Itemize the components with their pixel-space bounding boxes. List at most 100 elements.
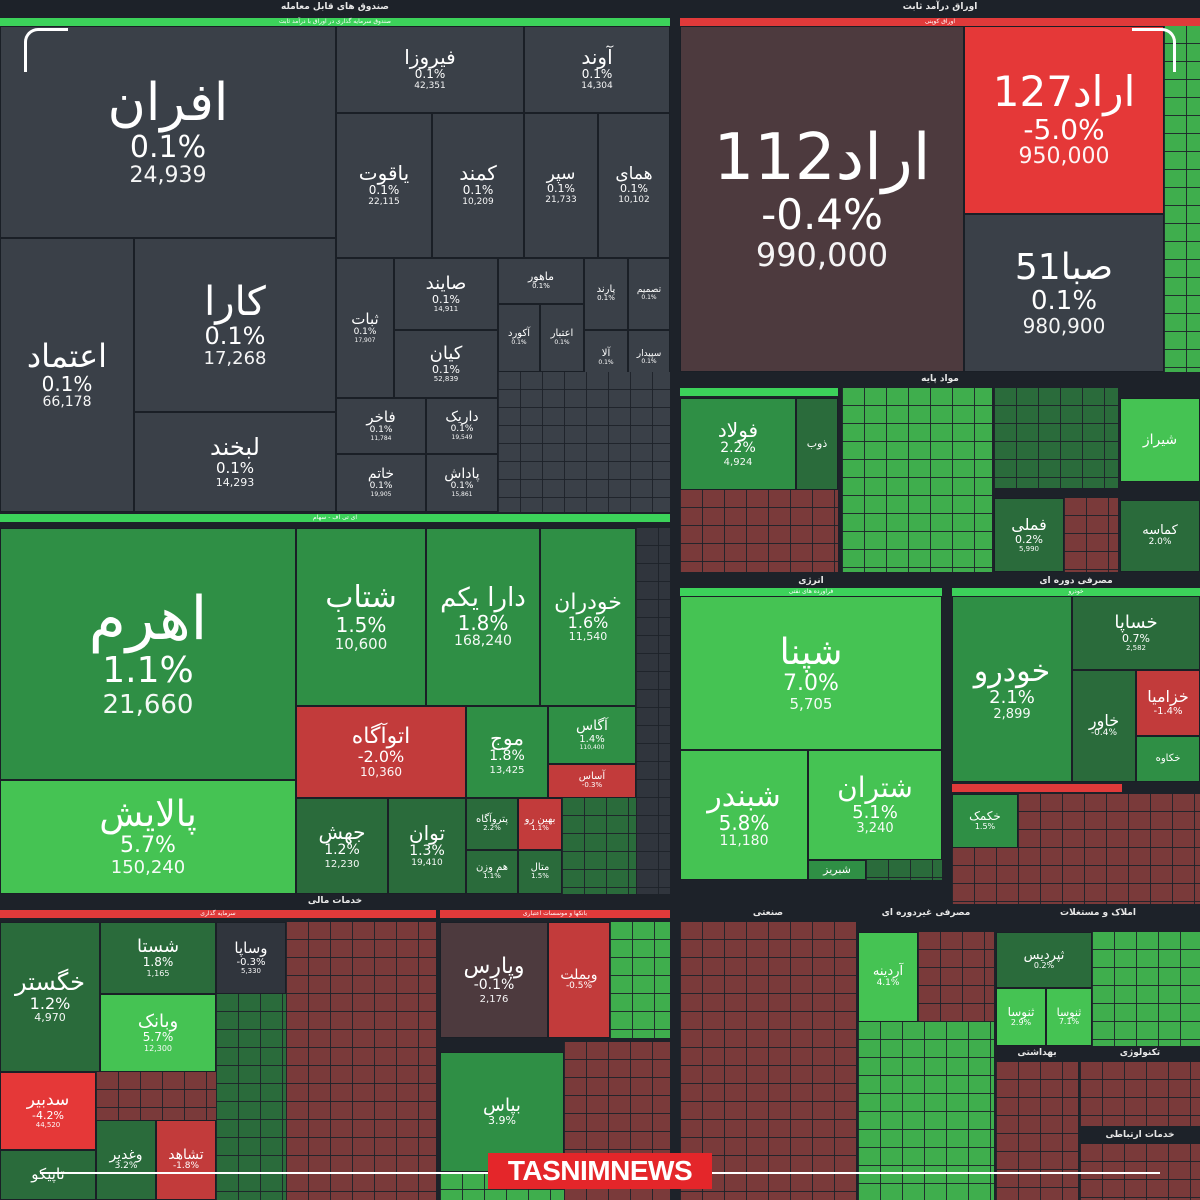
tile-shpna[interactable]: شپنا 7.0% 5,705 (680, 596, 942, 750)
change: 1.8% (489, 748, 525, 765)
tile-sayend[interactable]: صایند 0.1% 14,911 (394, 258, 498, 330)
tile-tapiko[interactable]: تاپیکو (0, 1150, 96, 1200)
tile-arad127[interactable]: اراد127 -5.0% 950,000 (964, 26, 1164, 214)
small-tiles-chemicals[interactable] (842, 388, 992, 572)
tile-hamvazn[interactable]: هم وزن 1.1% (466, 850, 518, 894)
tile-yaghut[interactable]: یاقوت 0.1% 22,115 (336, 113, 432, 258)
symbol: تصمیم (636, 284, 662, 295)
tile-khazamia[interactable]: خزامیا -1.4% (1136, 670, 1200, 736)
small-tiles-etf[interactable] (562, 798, 636, 894)
tile-behinro[interactable]: بهین رو 1.1% (518, 798, 562, 850)
tile-khavar[interactable]: خاور -0.4% (1072, 670, 1136, 782)
tile-khatam[interactable]: خاتم 0.1% 19,905 (336, 454, 426, 512)
tile-petroagah[interactable]: پتروآگاه 2.2% (466, 798, 518, 850)
small-tiles-minerals[interactable] (1064, 498, 1118, 572)
tile-asas[interactable]: آساس -0.3% (548, 764, 636, 798)
tile-kara[interactable]: کارا 0.1% 17,268 (134, 238, 336, 412)
small-tiles-bonds[interactable] (1164, 26, 1200, 372)
tile-thirdis[interactable]: ثپردیس 0.2% (996, 932, 1092, 988)
tile-thnosa[interactable]: ثنوسا 2.9% (996, 988, 1046, 1046)
tile-firouza[interactable]: فیروزا 0.1% 42,351 (336, 26, 524, 113)
tile-palayesh[interactable]: پالایش 5.7% 150,240 (0, 780, 296, 894)
tile-shbandar[interactable]: شبندر 5.8% 11,180 (680, 750, 808, 880)
tile-parand[interactable]: پارند 0.1% (584, 258, 628, 330)
small-tiles-steel[interactable] (680, 490, 838, 572)
tile-zob[interactable]: ذوب (796, 398, 838, 490)
tile-tavan[interactable]: توان 1.3% 19,410 (388, 798, 466, 894)
small-tiles-consumer[interactable] (1018, 794, 1200, 848)
symbol: اهرم (88, 584, 208, 655)
tile-tasmim[interactable]: تصمیم 0.1% (628, 258, 670, 330)
tile-kamand[interactable]: کمند 0.1% 10,209 (432, 113, 524, 258)
small-tiles-metals[interactable] (994, 388, 1118, 488)
tile-fakher[interactable]: فاخر 0.1% 11,784 (336, 398, 426, 454)
tile-bpas[interactable]: بپاس 3.9% (440, 1052, 564, 1172)
tile-mowj[interactable]: موج 1.8% 13,425 (466, 706, 548, 798)
small-tiles-realestate[interactable] (1092, 932, 1200, 1046)
small-tiles-agri[interactable] (858, 1022, 994, 1200)
tile-vasapa[interactable]: وساپا -0.3% 5,330 (216, 922, 286, 994)
small-tiles-health[interactable] (996, 1062, 1078, 1200)
tile-labkhand[interactable]: لبخند 0.1% 14,293 (134, 412, 336, 512)
tile-thnosa-2[interactable]: ثنوسا 7.1% (1046, 988, 1092, 1046)
small-tiles-banks[interactable] (610, 922, 670, 1038)
tile-akord[interactable]: آکورد 0.1% (498, 304, 540, 372)
tile-arad112[interactable]: اراد112 -0.4% 990,000 (680, 26, 964, 372)
symbol: بهین رو (524, 813, 556, 825)
section-title: تکنولوژی (1119, 1048, 1161, 1058)
tile-shasta[interactable]: شستا 1.8% 1,165 (100, 922, 216, 994)
tile-ardineh[interactable]: آردینه 4.1% (858, 932, 918, 1022)
tile-foulad[interactable]: فولاد 2.2% 4,924 (680, 398, 796, 490)
tile-kamaseh[interactable]: کماسه 2.0% (1120, 500, 1200, 572)
tile-avand[interactable]: آوند 0.1% 14,304 (524, 26, 670, 113)
small-tiles-investment[interactable] (96, 1072, 216, 1120)
tile-khgostar[interactable]: خگستر 1.2% 4,970 (0, 922, 100, 1072)
tile-kian[interactable]: کیان 0.1% 52,839 (394, 330, 498, 398)
tile-vghadir[interactable]: وغدیر 3.2% (96, 1120, 156, 1200)
tile-sabat[interactable]: ثبات 0.1% 17,907 (336, 258, 394, 398)
tile-teshahed[interactable]: تشاهد -1.8% (156, 1120, 216, 1200)
tile-sadir[interactable]: سدبیر -4.2% 44,520 (0, 1072, 96, 1150)
tile-famli[interactable]: فملی 0.2% 5,990 (994, 498, 1064, 572)
tile-darik[interactable]: داریک 0.1% 19,549 (426, 398, 498, 454)
small-tiles-investment-2[interactable] (286, 922, 436, 1200)
tile-afran[interactable]: افران 0.1% 24,939 (0, 26, 336, 238)
tile-khodro[interactable]: خودرو 2.1% 2,899 (952, 596, 1072, 782)
tile-etemad[interactable]: اعتماد 0.1% 66,178 (0, 238, 134, 512)
tile-shetab[interactable]: شتاب 1.5% 10,600 (296, 528, 426, 706)
small-tiles-energy[interactable] (866, 860, 942, 880)
tile-vmellat[interactable]: وبملت -0.5% (548, 922, 610, 1038)
tile-ahrom[interactable]: اهرم 1.1% 21,660 (0, 528, 296, 780)
tile-otogah[interactable]: اتوآگاه -2.0% 10,360 (296, 706, 466, 798)
tile-shiraz[interactable]: شیراز (1120, 398, 1200, 482)
tile-khsapa[interactable]: خساپا 0.7% 2,582 (1072, 596, 1200, 670)
tile-vpars[interactable]: وپارس -0.1% 2,176 (440, 922, 548, 1038)
small-tiles-investment-3[interactable] (216, 994, 286, 1200)
tile-vbank[interactable]: وبانک 5.7% 12,300 (100, 994, 216, 1072)
tile-saba51[interactable]: صبا51 0.1% 980,900 (964, 214, 1164, 372)
tile-mahour[interactable]: ماهور 0.1% (498, 258, 584, 304)
small-tiles-parts[interactable] (952, 848, 1200, 904)
small-tiles-food[interactable] (918, 932, 994, 1022)
tile-agas[interactable]: آگاس 1.4% 110,400 (548, 706, 636, 764)
tile-jahesh[interactable]: جهش 1.2% 12,230 (296, 798, 388, 894)
tile-khodran[interactable]: خودران 1.6% 11,540 (540, 528, 636, 706)
tile-shbriz[interactable]: شبریز (808, 860, 866, 880)
small-tiles-funds[interactable] (498, 372, 670, 512)
tile-shtran[interactable]: شتران 5.1% 3,240 (808, 750, 942, 860)
tile-etebar[interactable]: اعتبار 0.1% (540, 304, 584, 372)
tile-homay[interactable]: همای 0.1% 10,102 (598, 113, 670, 258)
tile-daraykom[interactable]: دارا یکم 1.8% 168,240 (426, 528, 540, 706)
tile-padash[interactable]: پاداش 0.1% 15,861 (426, 454, 498, 512)
tile-khakkeh[interactable]: خکاوه (1136, 736, 1200, 782)
tile-khkamak[interactable]: خکمک 1.5% (952, 794, 1018, 848)
small-tiles-etf-right[interactable] (636, 528, 670, 894)
tile-metal[interactable]: متال 1.5% (518, 850, 562, 894)
small-tiles-industrial[interactable] (680, 922, 856, 1200)
change: 2.2% (720, 440, 756, 457)
symbol: ثنوسا (1056, 1005, 1082, 1019)
price: 14,293 (215, 475, 255, 489)
symbol: ثپردیس (1023, 947, 1065, 963)
tile-separ[interactable]: سپر 0.1% 21,733 (524, 113, 598, 258)
small-tiles-tech[interactable] (1080, 1062, 1200, 1126)
